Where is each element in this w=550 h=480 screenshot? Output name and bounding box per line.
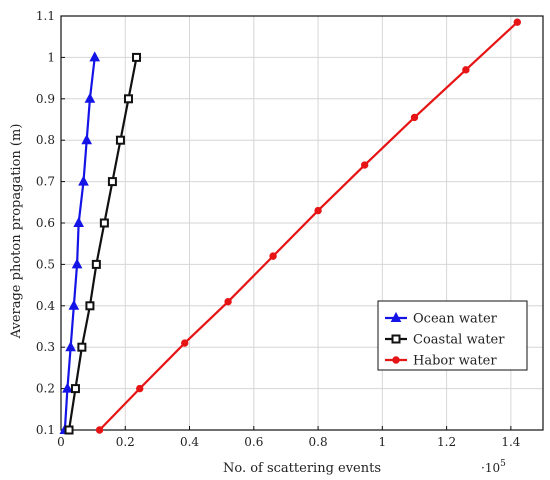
data-point [181, 339, 189, 347]
data-point [68, 299, 80, 310]
legend-item: Coastal water [385, 333, 505, 348]
legend: Ocean water Coastal water Habor water [377, 300, 528, 371]
data-point [132, 52, 142, 62]
y-tick-label: 0.9 [36, 92, 55, 106]
y-tick-label: 0.3 [36, 340, 55, 354]
data-point [78, 175, 89, 186]
data-point [64, 425, 74, 435]
data-point [91, 259, 101, 269]
data-point [89, 51, 101, 62]
y-tick-label: 0.5 [36, 257, 55, 271]
data-point [71, 258, 83, 269]
y-tick-label: 0.6 [36, 216, 55, 230]
y-tick-label: 0.7 [36, 175, 55, 189]
y-tick-label: 1 [47, 50, 55, 64]
data-point [314, 206, 322, 215]
series-layer [59, 18, 521, 435]
x-axis-multiplier: ·105 [481, 459, 506, 475]
data-point [360, 161, 369, 169]
x-multiplier-exponent: 5 [500, 459, 506, 469]
data-point [85, 301, 95, 311]
series-line [98, 21, 519, 431]
data-point [70, 384, 80, 394]
x-tick-label: 1.2 [437, 435, 456, 449]
data-point [81, 134, 93, 145]
data-point [99, 218, 109, 228]
legend-marker [391, 334, 401, 344]
data-point [62, 382, 73, 393]
data-point [115, 135, 125, 145]
x-tick-label: 0.2 [116, 435, 135, 449]
data-point [84, 92, 96, 103]
data-point [77, 342, 87, 352]
data-point [65, 341, 76, 352]
data-point [107, 177, 117, 187]
legend-item: Habor water [385, 354, 497, 369]
axis-ticks: 0 0.2 0.4 0.6 0.8 1 1.2 1.4 0.1 0.2 0.3 0.4 0.5 0.6 0.… [36, 9, 521, 449]
data-point [123, 94, 133, 104]
y-axis-label: Average photon propagation (m) [9, 124, 24, 340]
data-point [73, 216, 85, 227]
data-point [513, 18, 521, 26]
x-tick-label: 0.8 [309, 435, 328, 449]
series-line [63, 57, 96, 431]
x-tick-label: 1.4 [501, 435, 520, 449]
x-tick-label: 1 [379, 435, 387, 449]
legend-label: Ocean water [413, 312, 498, 327]
y-tick-label: 0.8 [36, 133, 55, 147]
legend-item: Ocean water [385, 312, 498, 327]
legend-label: Coastal water [413, 333, 505, 348]
grid [60, 15, 543, 431]
legend-label: Habor water [413, 354, 497, 369]
x-multiplier-base: ·10 [481, 461, 500, 475]
data-point [269, 252, 277, 260]
data-point [462, 66, 470, 74]
legend-marker [390, 311, 402, 322]
y-tick-label: 0.2 [36, 382, 55, 396]
data-point [95, 426, 104, 434]
series-coastal-water [64, 52, 142, 435]
x-axis-label: No. of scattering events [223, 461, 381, 476]
legend-box [377, 300, 528, 371]
y-tick-label: 0.1 [36, 423, 55, 437]
data-point [136, 384, 144, 393]
x-tick-label: 0 [57, 435, 65, 449]
series-line [67, 57, 138, 431]
series-ocean-water [59, 51, 101, 434]
legend-marker [392, 356, 400, 364]
series-habor-water [95, 18, 521, 434]
x-tick-label: 0.4 [180, 435, 199, 449]
data-point [410, 113, 419, 122]
y-tick-label: 1.1 [36, 9, 55, 23]
y-tick-label: 0.4 [36, 299, 55, 313]
data-point [224, 297, 232, 306]
x-tick-label: 0.6 [244, 435, 263, 449]
